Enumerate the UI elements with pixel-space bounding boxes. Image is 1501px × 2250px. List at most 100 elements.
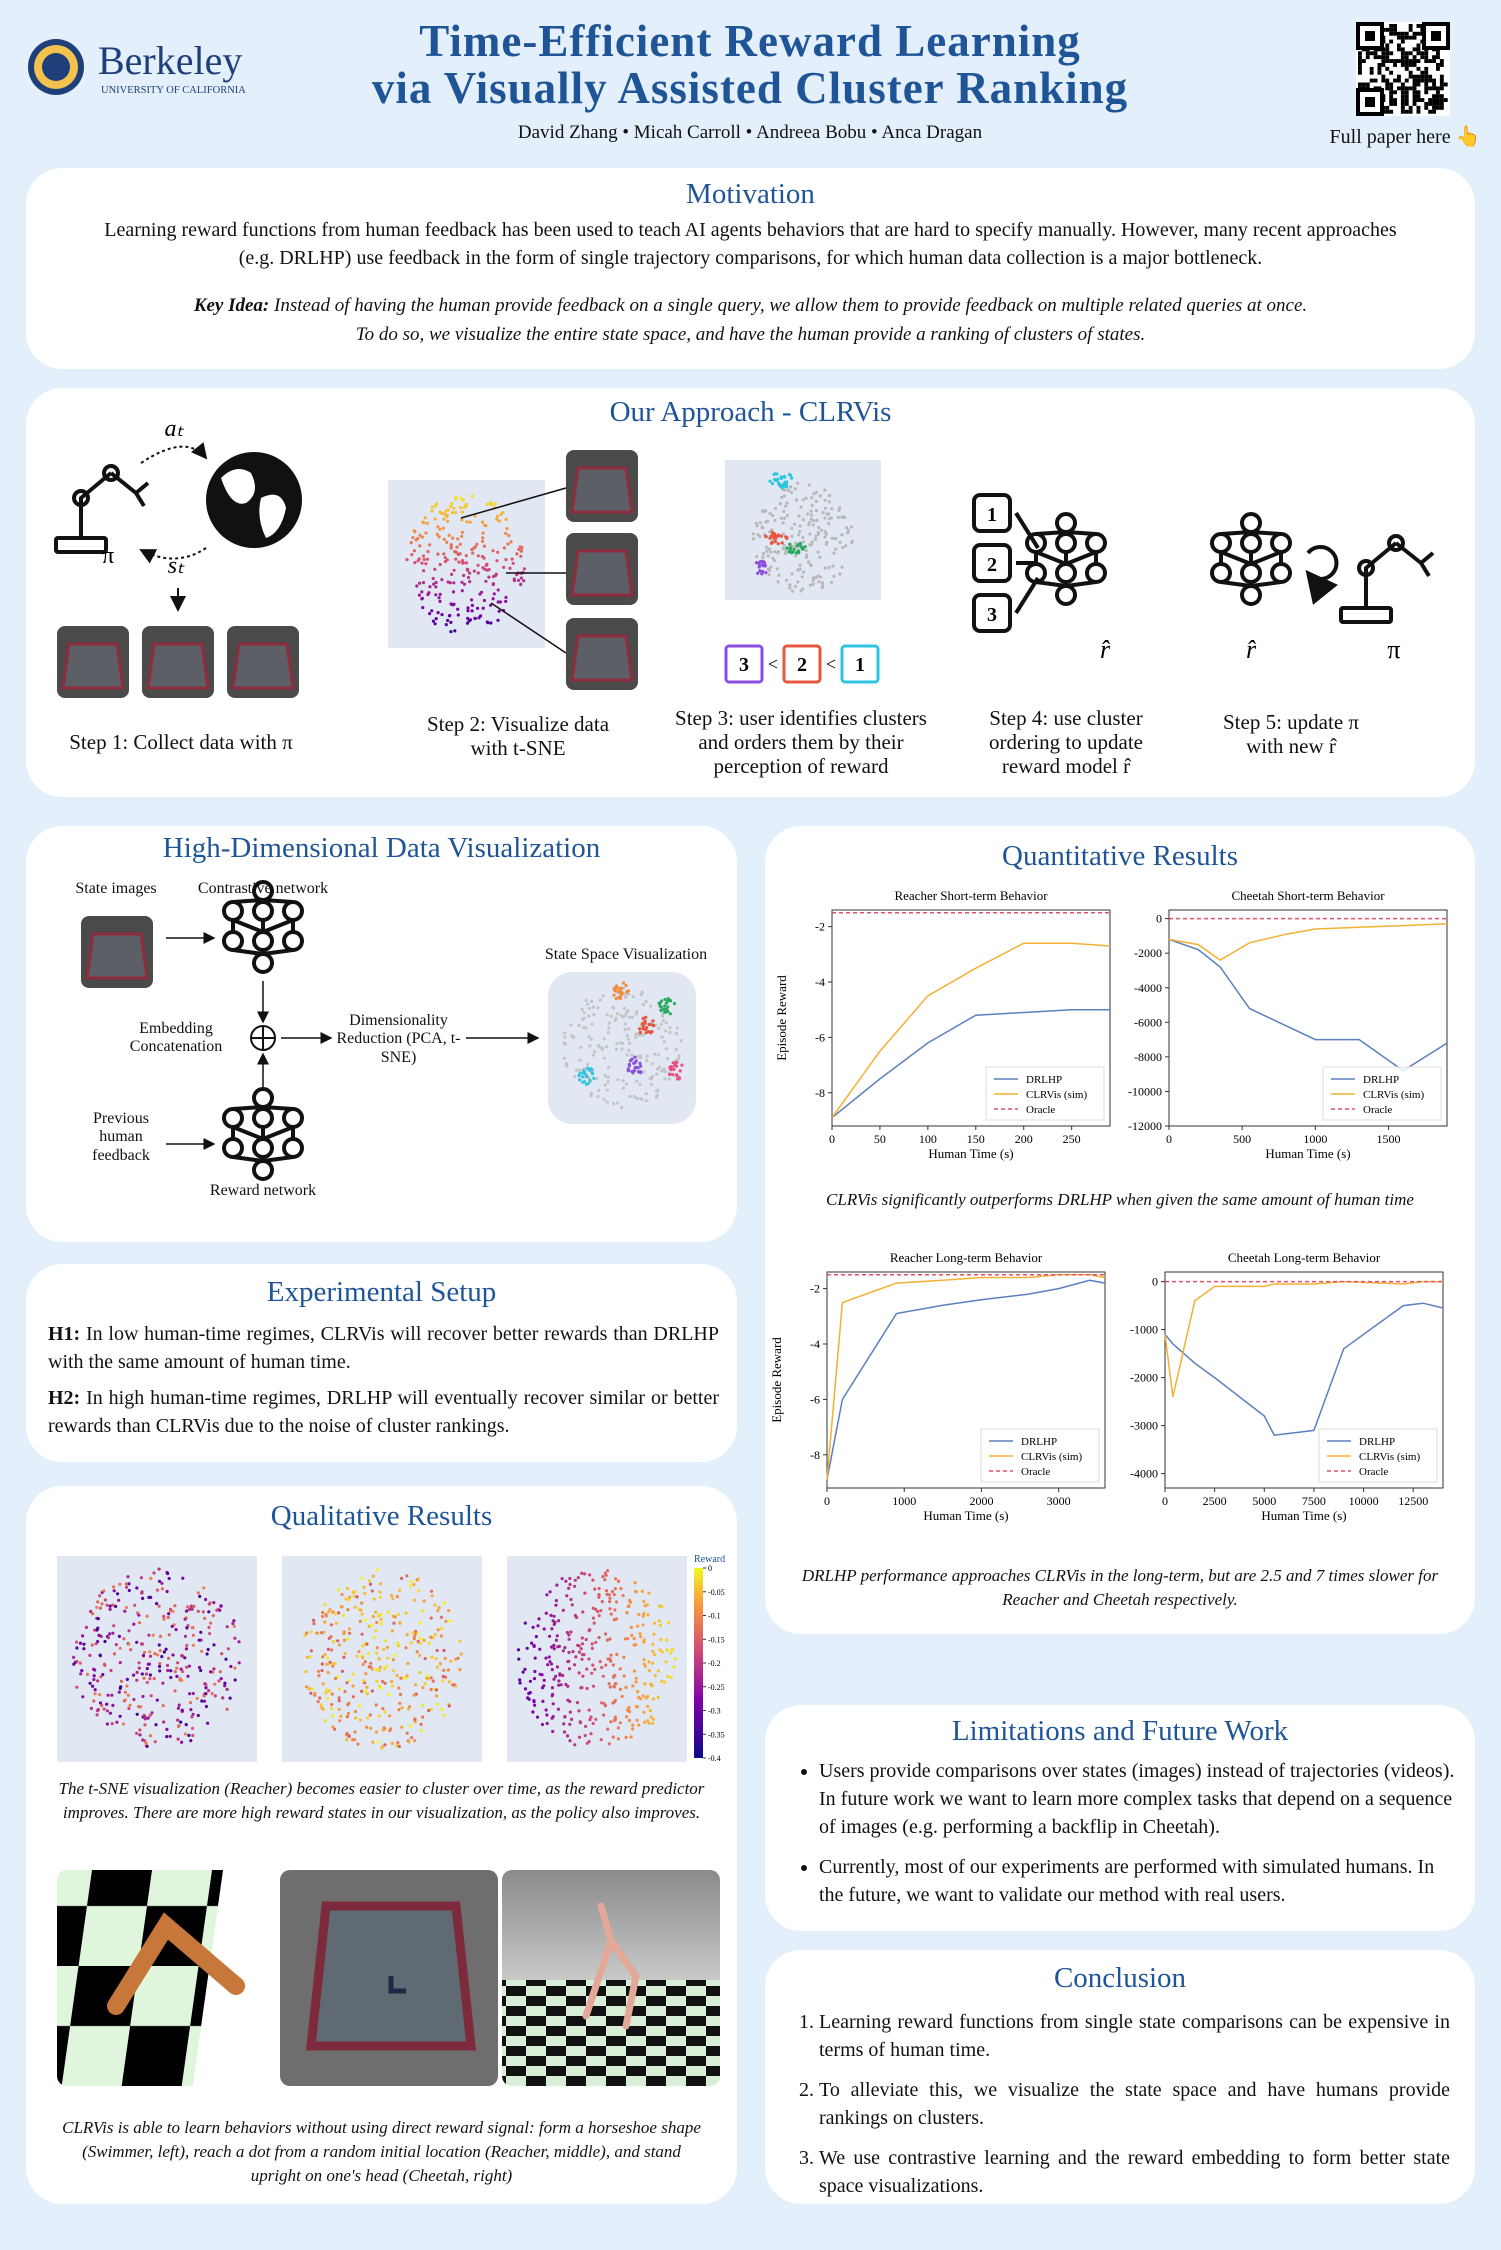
qr-cell [1361, 82, 1366, 87]
scatter-dot [395, 1673, 399, 1678]
scatter-dot [79, 1672, 83, 1676]
scatter-dot [602, 1056, 607, 1060]
scatter-dot [785, 485, 789, 489]
scatter-dot [433, 622, 437, 626]
scatter-dot [640, 1097, 644, 1101]
qr-cell [1365, 51, 1370, 56]
plot-frame [1168, 909, 1448, 1127]
scatter-dot [583, 1733, 587, 1738]
scatter-dot [782, 509, 786, 513]
scatter-dot [632, 1069, 637, 1073]
scatter-dot [454, 511, 458, 515]
scatter-dot [632, 1636, 636, 1641]
scatter-dot [544, 1611, 548, 1615]
scatter-dot [623, 1028, 627, 1032]
scatter-dot [72, 1662, 76, 1666]
scatter-dot [608, 1607, 612, 1611]
x-tick-label: 100 [919, 1132, 937, 1146]
scatter-dot [365, 1642, 369, 1646]
scatter-dot [166, 1668, 170, 1673]
scatter-dot [149, 1595, 153, 1599]
scatter-dot [482, 556, 486, 560]
scatter-dot [323, 1603, 327, 1607]
scatter-dot [81, 1634, 85, 1638]
plot-frame [826, 1271, 1106, 1489]
label: State images [75, 880, 157, 897]
scatter-dot [818, 555, 822, 559]
scatter-dot [641, 1623, 645, 1627]
scatter-dot [458, 506, 463, 510]
qr-cell [1424, 82, 1429, 87]
scatter-dot [788, 586, 792, 590]
qr-cell [1385, 66, 1390, 71]
scatter-dot [643, 1021, 647, 1025]
scatter-dot [148, 1677, 152, 1681]
scatter-dot [363, 1660, 367, 1664]
scatter-dot [609, 1014, 613, 1018]
step-label: Step 2: Visualize data with t-SNE [426, 712, 610, 761]
scatter-dot [570, 1717, 574, 1721]
qr-cell [1408, 74, 1413, 79]
scatter-dot [644, 1031, 648, 1035]
scatter-dot [476, 554, 480, 558]
scatter-dot [622, 981, 626, 985]
scatter-dot [782, 516, 787, 520]
scatter-dot [532, 1677, 537, 1681]
scatter-dot [382, 1647, 386, 1652]
scatter-dot [145, 1680, 149, 1685]
scatter-dot [153, 1740, 157, 1744]
y-tick-label: -1000 [1130, 1323, 1158, 1337]
scatter-dot [528, 1691, 532, 1695]
scatter-dot [204, 1597, 208, 1602]
scatter-dot [557, 1619, 561, 1623]
scatter-dot [485, 568, 489, 572]
scatter-dot [411, 1631, 415, 1635]
scatter-dot [626, 1037, 630, 1041]
scatter-dot [445, 540, 449, 544]
scatter-dot [618, 996, 623, 1001]
x-tick-label: 7500 [1302, 1494, 1326, 1508]
scatter-dot [651, 1642, 655, 1646]
scatter-dot [151, 1633, 155, 1637]
scatter-dot [135, 1678, 139, 1682]
scatter-dot [542, 1678, 546, 1682]
scatter-dot [821, 511, 825, 515]
scatter-dot [347, 1678, 351, 1682]
scatter-dot [660, 1012, 665, 1017]
qr-cell [1377, 55, 1382, 60]
qr-cell [1389, 31, 1394, 36]
scatter-dot [444, 1619, 448, 1623]
qr-cell [1420, 98, 1425, 102]
qr-cell [1412, 78, 1417, 83]
scatter-dot [456, 552, 460, 557]
scatter-dot [460, 589, 464, 593]
scatter-dot [126, 1693, 130, 1697]
scatter-dot [640, 1022, 644, 1026]
scatter-dot [455, 545, 459, 549]
scatter-dot [412, 1582, 416, 1587]
scatter-dot [423, 1657, 427, 1661]
series-line [831, 1008, 1110, 1119]
scatter-dot [648, 1709, 653, 1713]
qr-code [1356, 22, 1450, 116]
scatter-dot [329, 1623, 333, 1627]
scatter-dot [638, 1061, 642, 1065]
scatter-dot [400, 1725, 404, 1729]
scatter-dot [542, 1684, 546, 1688]
qr-cell [1404, 98, 1409, 102]
scatter-dot [195, 1696, 199, 1701]
qr-cell [1404, 63, 1409, 67]
scatter-dot [420, 590, 424, 594]
scatter-dot [606, 1065, 611, 1069]
y-axis-label: Episode Reward [769, 1337, 784, 1423]
scatter-dot [549, 1613, 553, 1617]
scatter-dot [418, 544, 422, 548]
scatter-dot [657, 1026, 661, 1030]
scatter-dot [396, 1644, 400, 1648]
rank-separator: < [826, 654, 836, 674]
scatter-dot [606, 1075, 610, 1079]
scatter-dot [451, 590, 456, 594]
scatter-dot [196, 1609, 200, 1613]
scatter-dot [111, 1631, 115, 1635]
scatter-dot [378, 1665, 382, 1669]
